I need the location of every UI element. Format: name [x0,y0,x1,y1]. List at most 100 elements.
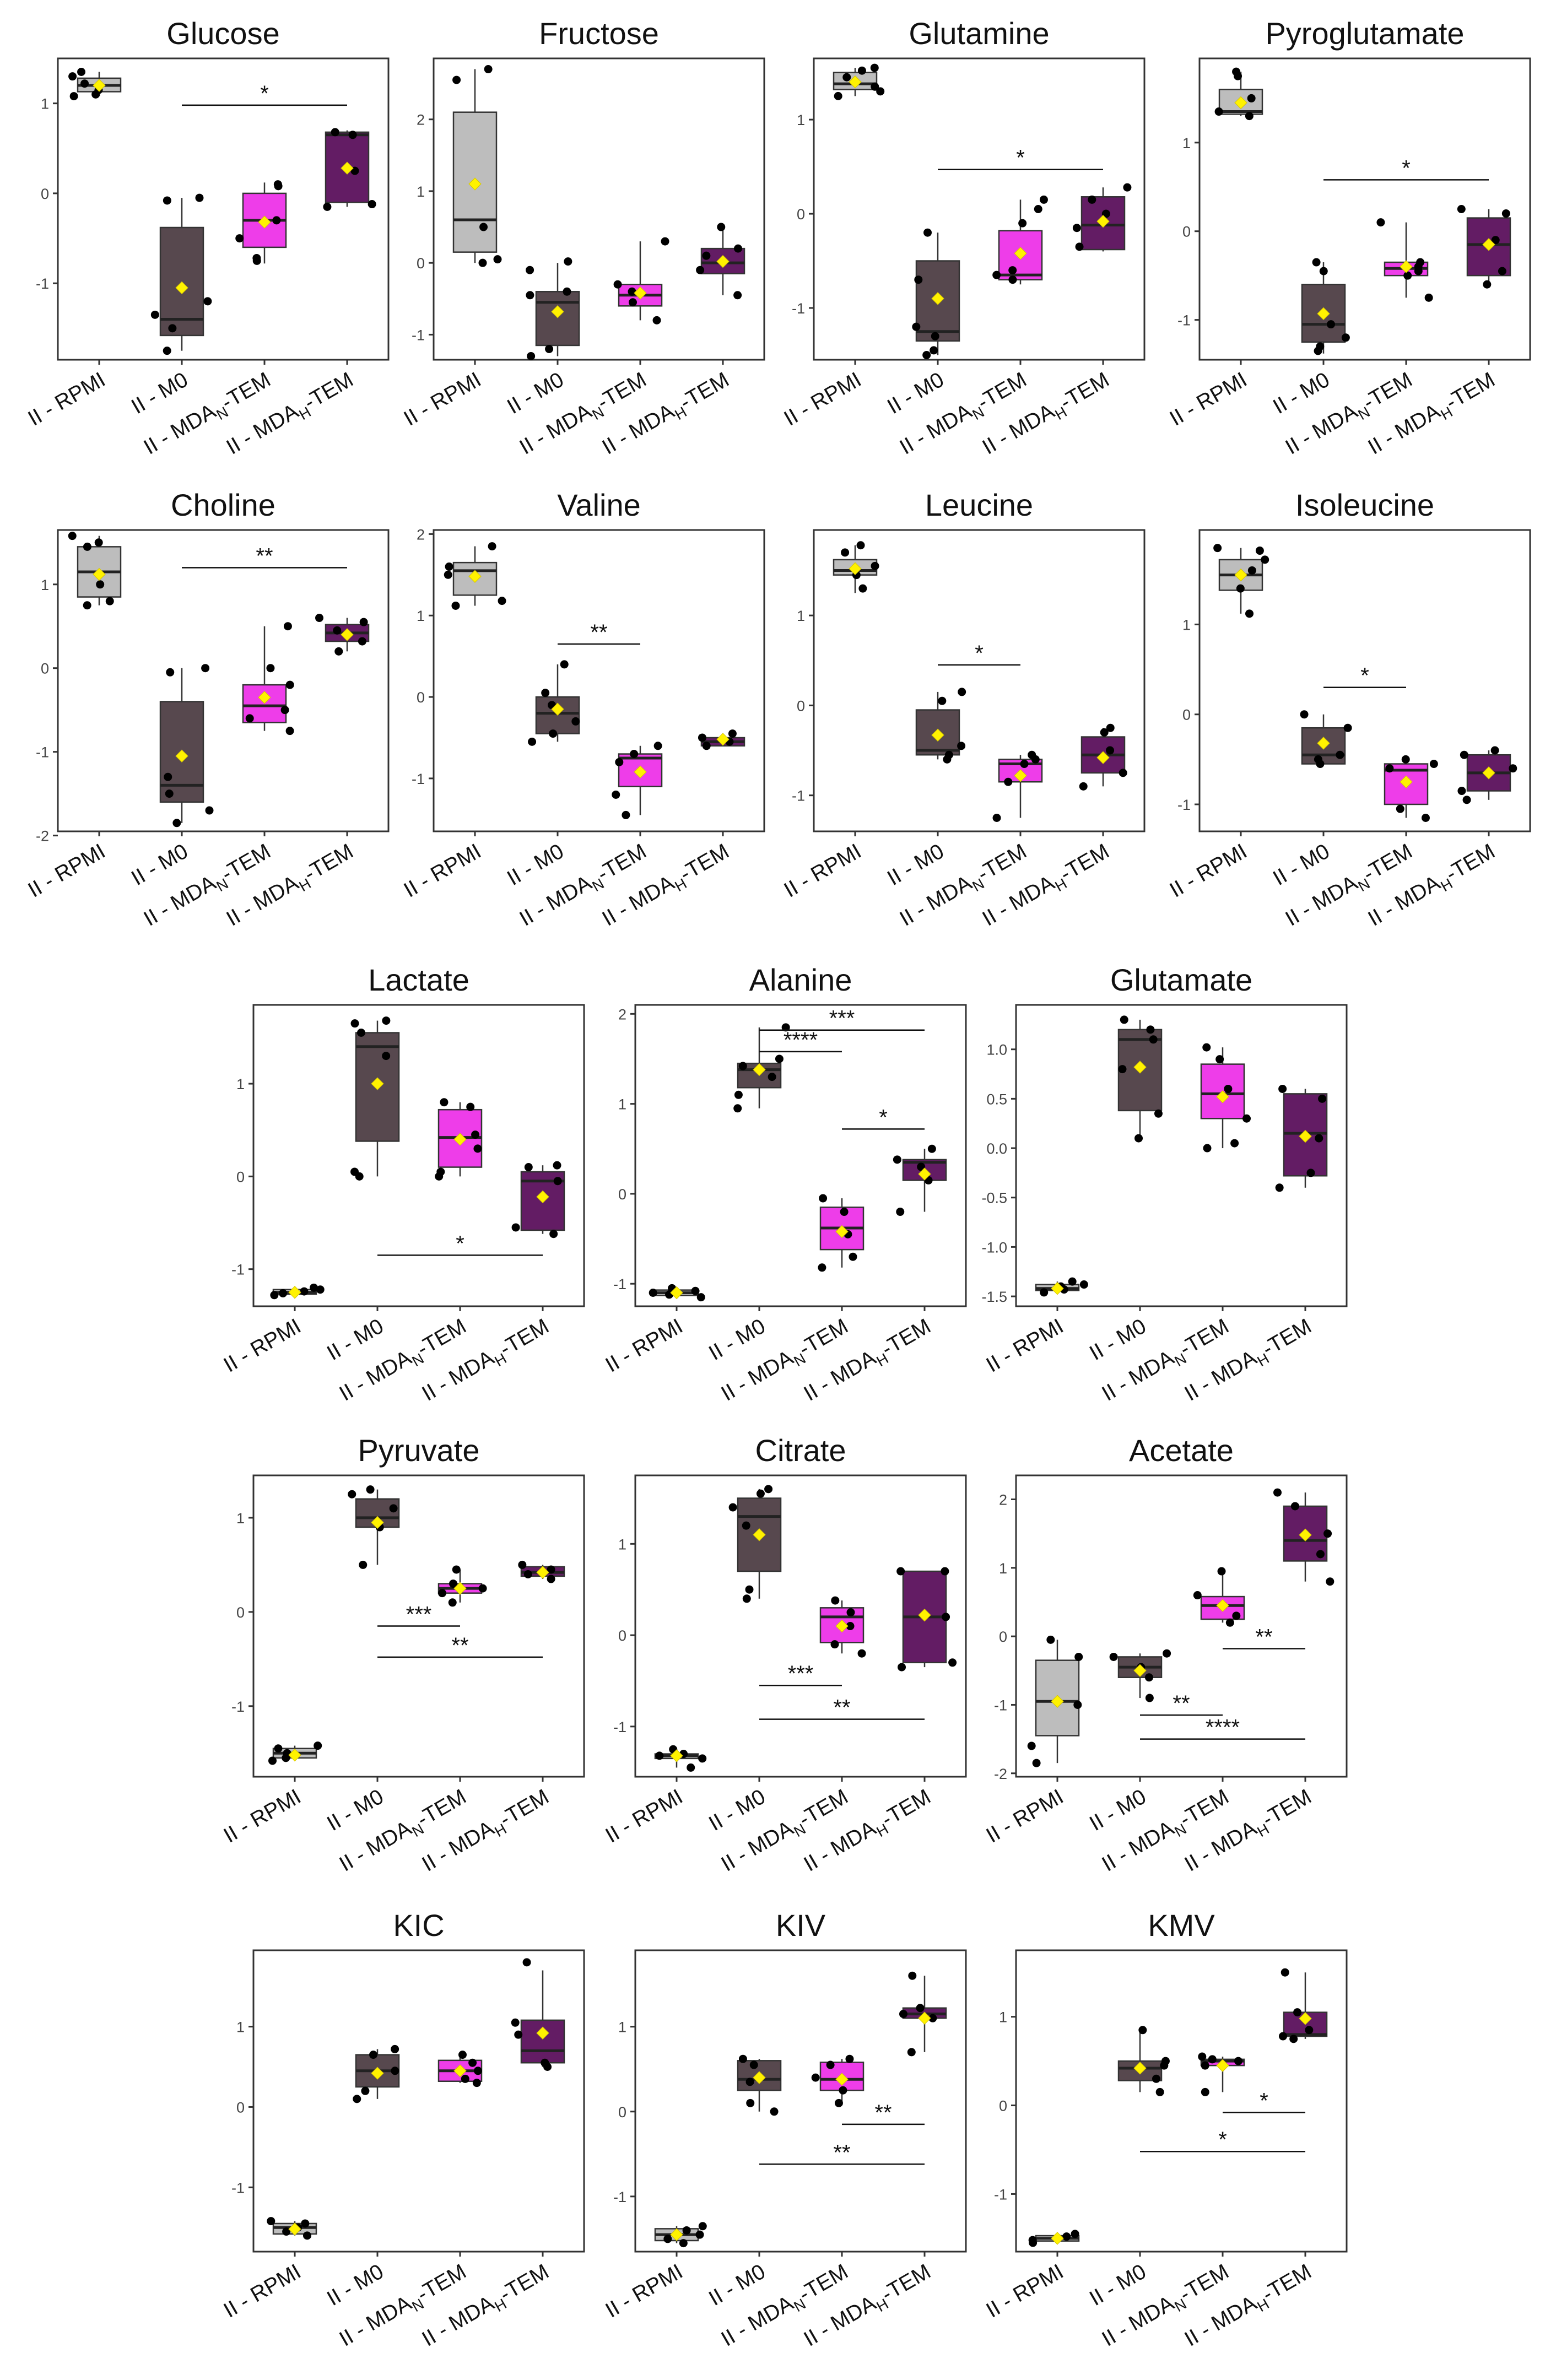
x-label-suffix: -TEM [1359,840,1416,886]
data-point [733,1104,742,1112]
x-tick-label: II - M0 [883,840,948,890]
y-tick-label: 1 [618,1536,626,1553]
data-point [1230,1139,1239,1148]
data-point [563,288,571,296]
data-point [252,254,261,262]
chart-title: Alanine [749,962,852,997]
x-tick-label: II - RPMI [780,840,866,902]
data-point [553,1161,561,1170]
data-point [83,543,91,551]
data-point [908,1972,916,1980]
x-label-base: II - RPMI [220,2260,305,2323]
data-point [382,1052,390,1060]
data-point [1316,342,1324,350]
significance-stars: ** [256,544,273,568]
data-point [1046,1636,1055,1644]
data-point [1156,2088,1164,2096]
x-tick-label: II - RPMI [982,1785,1068,1848]
box-rpmi [68,532,121,609]
box-mda-n [439,2051,482,2087]
data-point [284,622,292,630]
data-point [444,571,452,579]
significance-stars: **** [784,1028,818,1052]
box-mda-n [235,180,286,265]
data-point [541,2059,549,2067]
y-tick-label: 0.5 [986,1091,1007,1107]
data-point [655,1751,663,1760]
data-point [1040,1288,1048,1296]
panel-valine: Valine-1012II - RPMI II - M0II - MDAN-TEM… [400,488,764,934]
data-point [1403,272,1412,280]
data-point [268,1756,277,1765]
x-label-base: II - RPMI [400,368,485,431]
data-point [750,2061,758,2069]
y-tick-label: 0 [236,1169,245,1185]
x-tick-label: II - RPMI [220,1785,305,1848]
x-tick-label: II - RPMI [982,2260,1068,2323]
panel-frame [58,58,388,360]
data-point [440,1098,448,1106]
data-point [1385,764,1393,772]
y-tick-label: 0 [999,2098,1007,2114]
x-tick-label: II - M0 [503,840,568,890]
y-tick-label: 0 [618,2104,626,2121]
data-point [525,1163,533,1171]
data-point [696,2231,704,2239]
chart-title: Valine [557,488,641,522]
data-point [930,346,938,354]
data-point [612,791,620,799]
x-tick-label: II - M0 [323,2260,387,2311]
box-mda-n [820,1597,866,1658]
data-point [286,681,294,689]
data-point [928,1145,936,1153]
data-point [1342,333,1350,342]
mean-marker [289,1286,301,1299]
data-point [1457,205,1466,213]
box-iqr [536,291,579,345]
chart-title: Glucose [166,16,279,51]
y-tick-label: -1 [613,1719,626,1735]
y-tick-label: 2 [999,1492,1007,1508]
y-tick-label: 2 [417,112,425,128]
data-point [518,1561,526,1569]
data-point [775,1054,784,1063]
box-m0 [1119,1015,1163,1142]
data-point [547,1575,555,1583]
x-label-base: II - RPMI [982,1315,1068,1377]
data-point [1198,2053,1206,2061]
data-point [1145,1673,1153,1681]
significance-stars: * [1402,156,1411,180]
data-point [896,1567,905,1576]
data-point [698,1754,706,1762]
box-m0 [160,664,214,827]
data-point [1080,1280,1088,1289]
data-point [554,1177,562,1185]
x-label-suffix: -TEM [495,1315,553,1361]
box-rpmi [1029,2230,1079,2247]
data-point [691,1287,700,1295]
data-point [1088,196,1096,204]
box-iqr [521,2020,564,2063]
data-point [743,1594,751,1603]
data-point [858,1649,866,1658]
x-label-base: II - RPMI [982,2260,1068,2323]
y-tick-label: 0 [1182,707,1191,723]
data-point [571,717,580,726]
data-point [654,742,662,750]
x-tick-label: II - M0 [705,2260,769,2311]
data-point [1300,710,1309,718]
box-m0 [151,194,212,355]
data-point [1106,724,1115,732]
data-point [1134,1134,1143,1143]
data-point [1276,1183,1284,1192]
data-point [1502,209,1510,218]
data-point [1273,1489,1282,1497]
data-point [858,585,867,593]
data-point [1483,280,1491,289]
chart-title: Pyroglutamate [1265,16,1464,51]
data-point [745,1586,754,1594]
data-point [728,729,737,738]
data-point [351,1019,359,1027]
y-tick-label: -1 [994,1697,1007,1713]
x-label-base: II - M0 [127,840,192,890]
